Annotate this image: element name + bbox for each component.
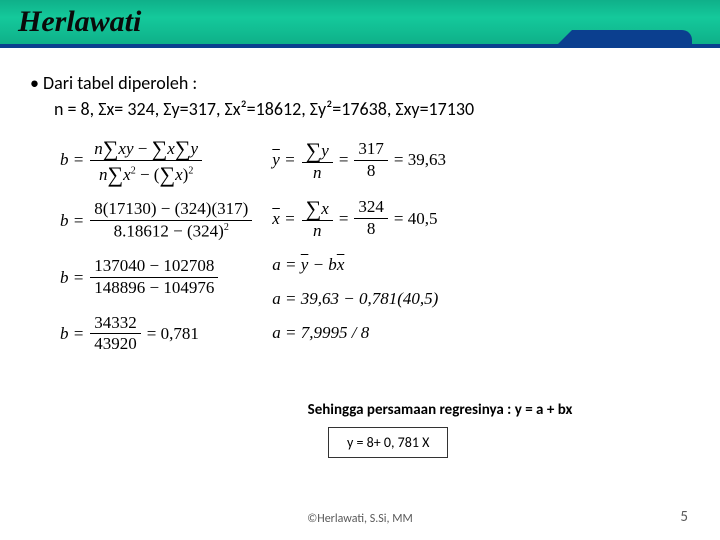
- eq-xbar: x = ∑x n = 324 8 = 40,5: [272, 196, 446, 240]
- conclusion-block: Sehingga persamaan regresinya : y = a + …: [0, 401, 720, 458]
- fraction: 34332 43920: [90, 314, 141, 354]
- fraction: 317 8: [354, 140, 388, 180]
- eq-a-substituted: a = 39,63 − 0,781(40,5): [272, 289, 446, 309]
- eq-a-result: a = 7,9995 / 8: [272, 323, 446, 343]
- header-tab-decoration: [572, 30, 692, 48]
- fraction: 8(17130) − (324)(317) 8.18612 − (324)2: [90, 200, 252, 241]
- bullet-intro: • Dari tabel diperoleh :: [30, 72, 690, 94]
- summary-values: n = 8, Σx= 324, Σy=317, Σx²=18612, Σy²=1…: [54, 98, 690, 120]
- lhs: b =: [60, 211, 84, 231]
- header-bar: Herlawati: [0, 0, 720, 48]
- fraction: n∑xy − ∑x∑y n∑x2 − (∑x)2: [90, 136, 202, 184]
- lhs: b =: [60, 268, 84, 288]
- fraction: ∑y n: [302, 138, 333, 182]
- lhs: b =: [60, 150, 84, 170]
- rhs: = 39,63: [394, 150, 446, 170]
- equations-grid: b = n∑xy − ∑x∑y n∑x2 − (∑x)2 b = 8(17130…: [60, 136, 690, 354]
- rhs: = 0,781: [147, 324, 199, 344]
- content-area: • Dari tabel diperoleh : n = 8, Σx= 324,…: [0, 48, 720, 354]
- result-box: y = 8+ 0, 781 X: [328, 427, 448, 458]
- lhs: b =: [60, 324, 84, 344]
- eq-b-substituted: b = 8(17130) − (324)(317) 8.18612 − (324…: [60, 200, 252, 241]
- eq-b-expanded: b = 137040 − 102708 148896 − 104976: [60, 257, 252, 297]
- rhs: = 40,5: [394, 209, 438, 229]
- eq-a-formula: a = y − bx: [272, 255, 446, 275]
- header-title: Herlawati: [18, 5, 141, 39]
- conclusion-text: Sehingga persamaan regresinya : y = a + …: [196, 401, 684, 419]
- fraction: 324 8: [354, 198, 388, 238]
- left-column: b = n∑xy − ∑x∑y n∑x2 − (∑x)2 b = 8(17130…: [60, 136, 252, 354]
- eq-ybar: y = ∑y n = 317 8 = 39,63: [272, 138, 446, 182]
- page-number: 5: [680, 508, 688, 526]
- eq-b-formula: b = n∑xy − ∑x∑y n∑x2 − (∑x)2: [60, 136, 252, 184]
- copyright: ©Herlawati, S.Si, MM: [0, 512, 720, 526]
- eq-b-result: b = 34332 43920 = 0,781: [60, 314, 252, 354]
- fraction: 137040 − 102708 148896 − 104976: [90, 257, 218, 297]
- right-column: y = ∑y n = 317 8 = 39,63 x = ∑x n =: [272, 138, 446, 354]
- fraction: ∑x n: [302, 196, 333, 240]
